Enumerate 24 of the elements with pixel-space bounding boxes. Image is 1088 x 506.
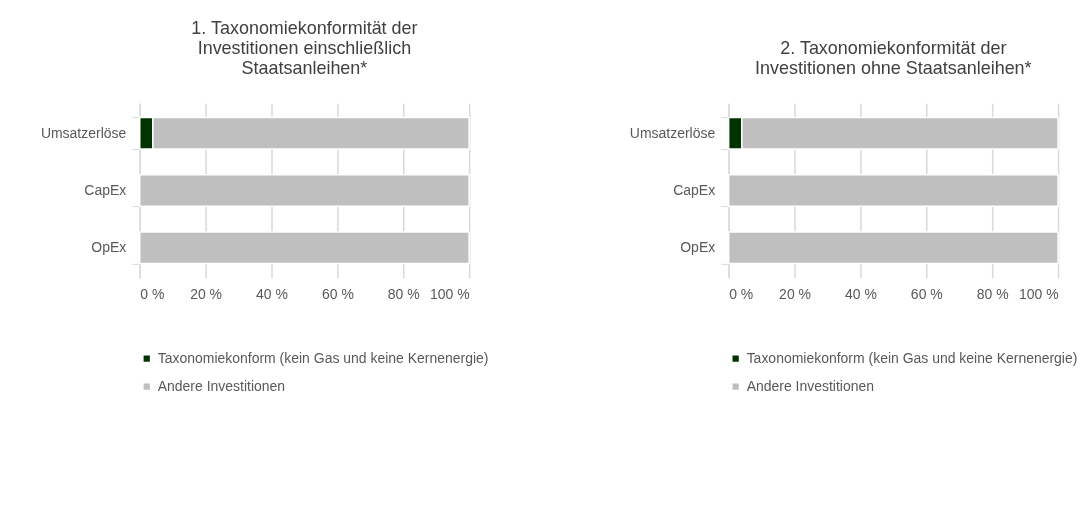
legend-label: Taxonomiekonform (kein Gas und keine Kernenergie) [157,349,489,366]
y-tick-label: CapEx [84,182,127,199]
x-tick-label: 80 % [387,286,420,303]
x-tick-label: 40 % [256,286,288,303]
legend-label: Andere Investitionen [157,377,286,394]
x-tick-label: 20 % [190,286,223,303]
x-tick-label: 60 % [321,286,354,303]
x-tick-label: 0 % [729,286,754,303]
y-tick-label: Umsatzerlöse [629,124,716,141]
y-tick-label: CapEx [673,182,716,199]
x-tick-label: 60 % [910,286,943,303]
chart-title: 1. Taxonomiekonformität der Investitionen einschließlich Staatsanleihen* [191,18,418,79]
x-tick-label: 40 % [845,286,877,303]
y-tick-label: OpEx [680,239,716,256]
x-tick-label: 20 % [779,286,811,303]
x-tick-label: 100 % [430,286,470,303]
chart-title: 2. Taxonomiekonformität der Investitionen ohne Staatsanleihen* [755,38,1032,79]
y-tick-label: OpEx [91,239,127,256]
x-tick-label: 80 % [976,286,1009,303]
y-tick-label: Umsatzerlöse [40,124,127,141]
legend-label: Andere Investitionen [746,377,874,394]
x-tick-label: 100 % [1018,286,1059,303]
legend-label: Taxonomiekonform (kein Gas und keine Kernenergie) [746,349,1078,366]
x-tick-label: 0 % [140,286,165,303]
